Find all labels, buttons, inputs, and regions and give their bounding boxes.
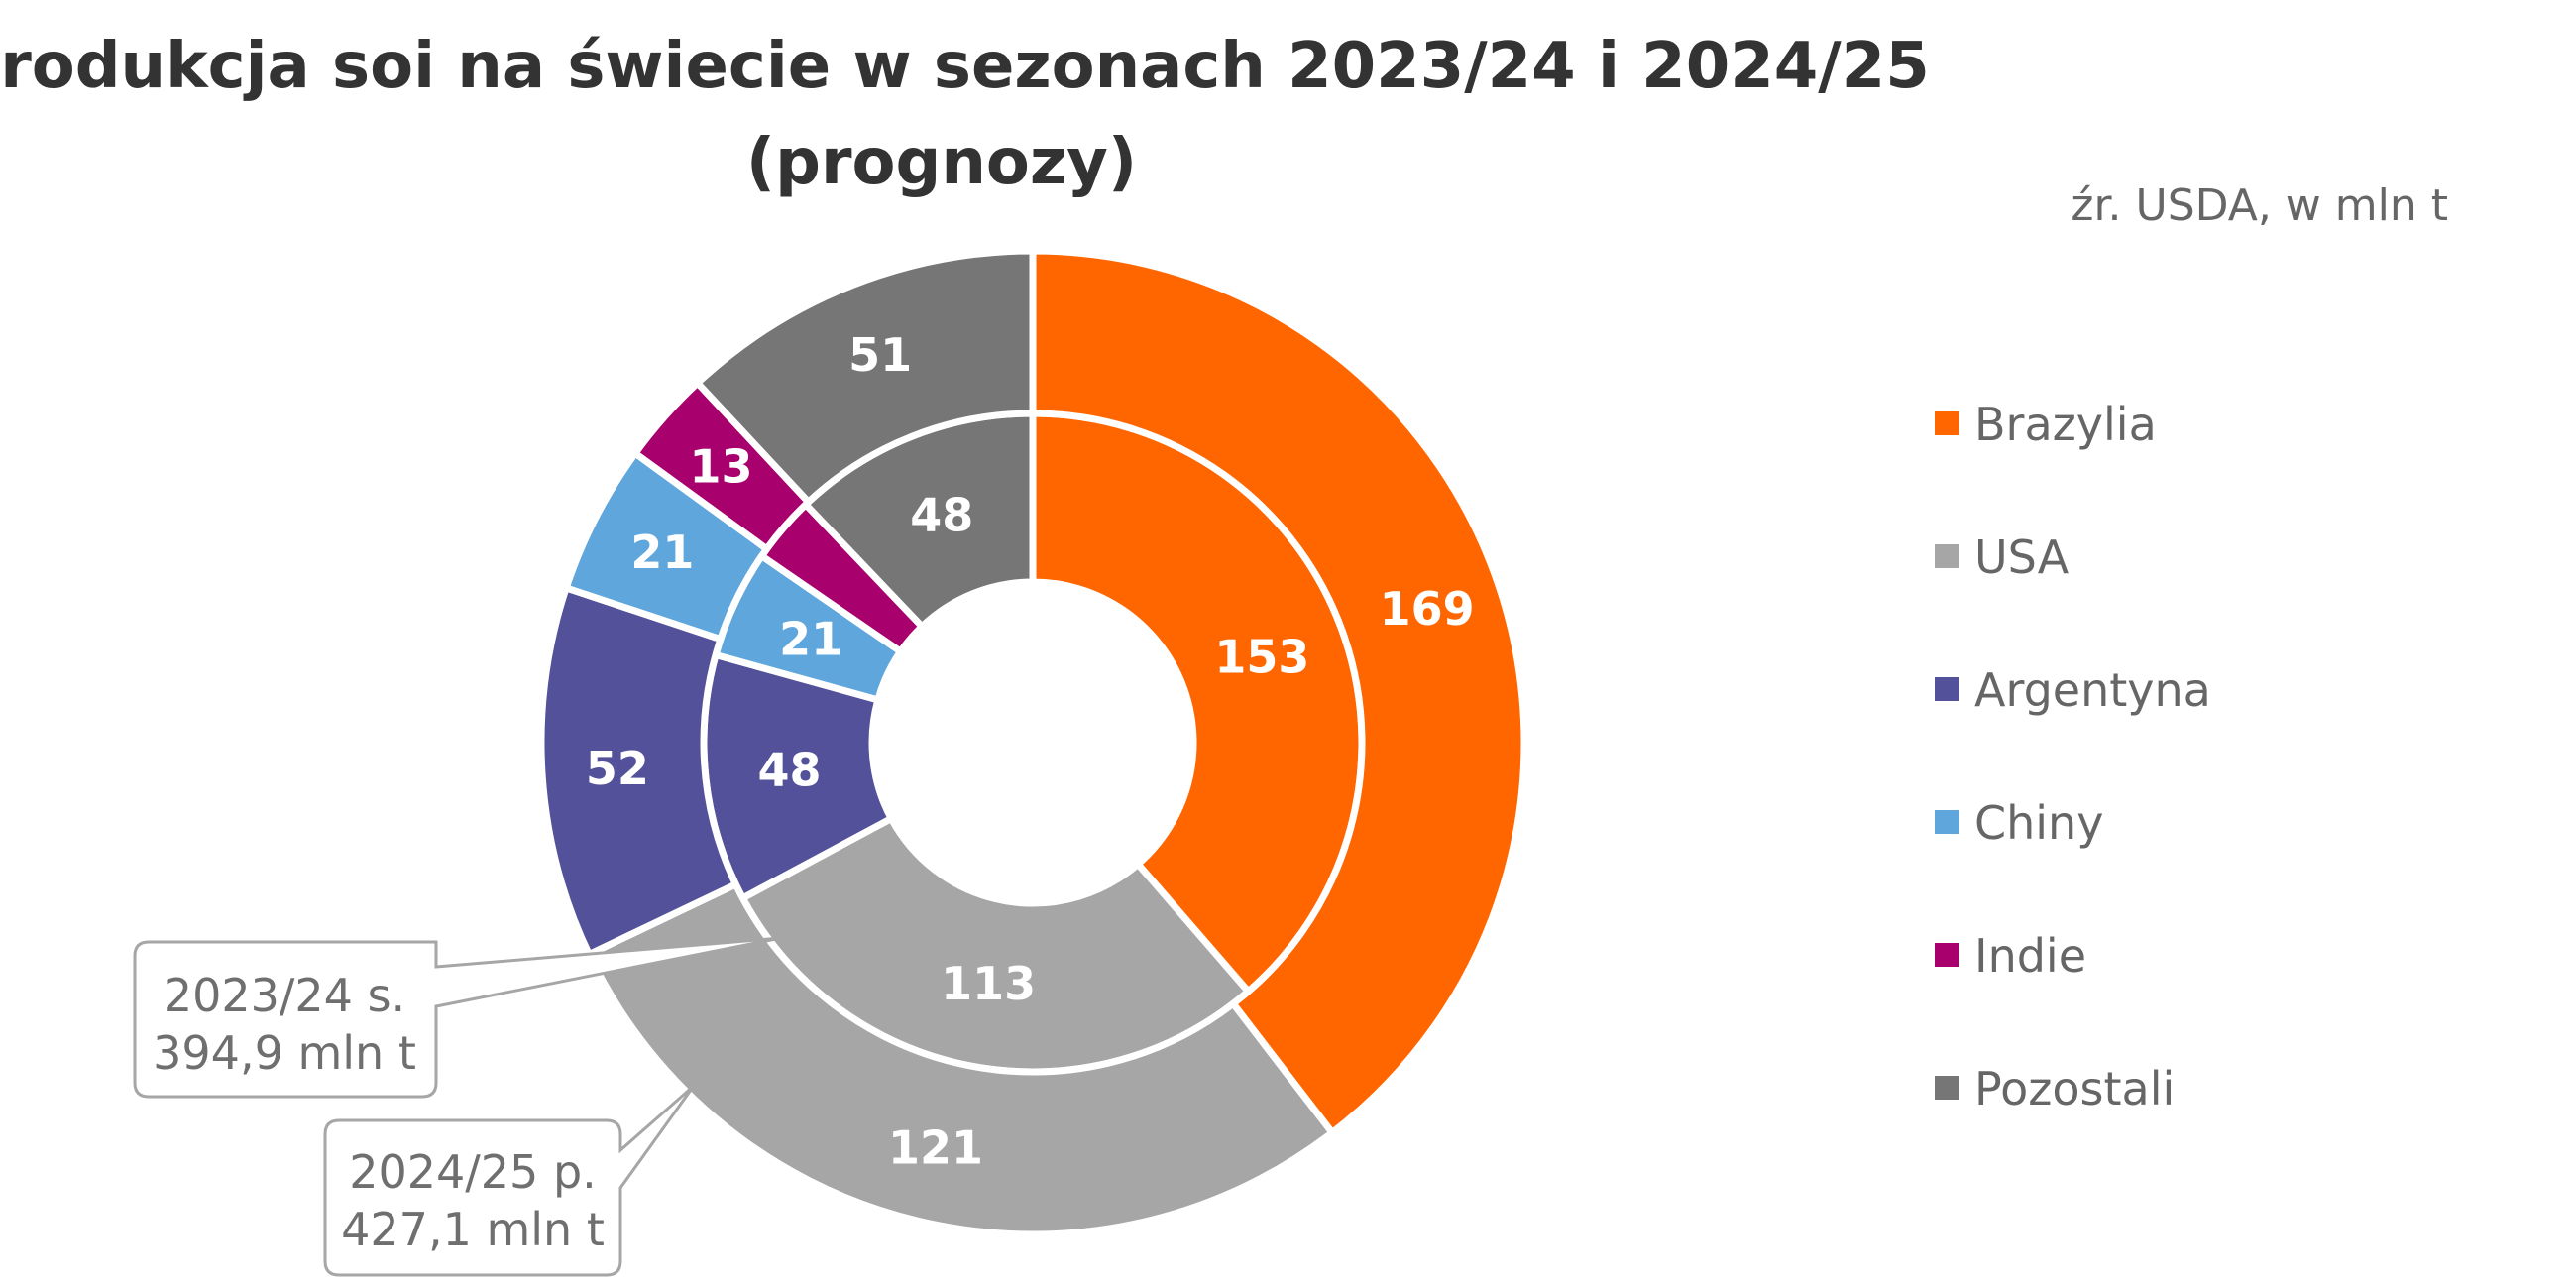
legend-swatch-indie <box>1935 943 1959 967</box>
chart-title-line2: (prognozy) <box>746 126 1137 199</box>
inner-label-pozostali: 48 <box>910 489 973 542</box>
outer-label-brazylia: 169 <box>1380 582 1475 636</box>
callout-outer-total: 2024/25 p. 427,1 mln t <box>323 1084 696 1277</box>
outer-label-pozostali: 51 <box>848 328 912 382</box>
inner-label-argentyna: 48 <box>758 743 822 796</box>
inner-label-chiny: 21 <box>779 613 842 666</box>
outer-label-argentyna: 52 <box>586 742 649 795</box>
outer-label-chiny: 21 <box>630 526 694 579</box>
legend-label-brazylia: Brazylia <box>1974 398 2157 451</box>
legend-swatch-pozostali <box>1935 1076 1959 1100</box>
legend-label-argentyna: Argentyna <box>1974 663 2211 717</box>
chart-title-line1: Produkcja soi na świecie w sezonach 2023… <box>0 30 1930 103</box>
legend-item-usa: USA <box>1935 530 2070 584</box>
legend-swatch-chiny <box>1935 810 1959 834</box>
callout-inner-line2: 394,9 mln t <box>153 1026 416 1080</box>
callout-outer-line1: 2024/25 p. <box>349 1145 597 1199</box>
legend-label-pozostali: Pozostali <box>1974 1062 2175 1115</box>
callout-inner-total: 2023/24 s. 394,9 mln t <box>133 936 782 1099</box>
legend-swatch-usa <box>1935 544 1959 568</box>
callout-inner-box <box>133 936 782 1099</box>
donut-rings <box>537 247 1528 1238</box>
legend-item-chiny: Chiny <box>1935 796 2103 850</box>
callout-outer-line2: 427,1 mln t <box>341 1203 605 1256</box>
callout-outer-box <box>323 1084 696 1277</box>
legend-item-indie: Indie <box>1935 929 2086 983</box>
outer-label-indie: 13 <box>690 440 753 494</box>
callouts: 2023/24 s. 394,9 mln t 2024/25 p. 427,1 … <box>133 936 782 1277</box>
legend-item-pozostali: Pozostali <box>1935 1062 2175 1115</box>
legend-item-argentyna: Argentyna <box>1935 663 2211 717</box>
outer-ring-slice-pozostali <box>694 247 1037 506</box>
inner-label-brazylia: 153 <box>1214 631 1309 684</box>
legend-swatch-argentyna <box>1935 677 1959 701</box>
outer-ring-slice-usa <box>585 880 1336 1238</box>
legend-label-chiny: Chiny <box>1974 796 2103 850</box>
legend-item-brazylia: Brazylia <box>1935 398 2157 451</box>
inner-label-usa: 113 <box>941 957 1036 1010</box>
legend: Brazylia USA Argentyna Chiny Indie Pozostali <box>1935 398 2211 1115</box>
legend-label-usa: USA <box>1974 530 2070 584</box>
source-note: źr. USDA, w mln t <box>2071 180 2448 231</box>
legend-swatch-brazylia <box>1935 411 1959 435</box>
outer-label-usa: 121 <box>888 1120 983 1174</box>
callout-inner-line1: 2023/24 s. <box>164 969 405 1022</box>
legend-label-indie: Indie <box>1974 929 2086 983</box>
outer-ring-slice-brazylia <box>1029 247 1528 1136</box>
slice-labels: 153 113 48 21 48 169 121 52 21 13 51 <box>586 328 1475 1174</box>
